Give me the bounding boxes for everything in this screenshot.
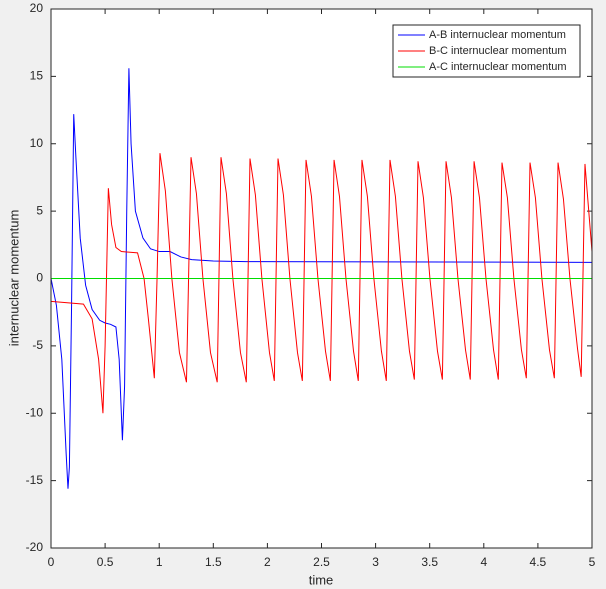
x-tick-label: 2 bbox=[264, 555, 271, 569]
x-tick-label: 2.5 bbox=[313, 555, 330, 569]
x-tick-label: 3.5 bbox=[421, 555, 438, 569]
x-tick-label: 4 bbox=[480, 555, 487, 569]
y-tick-label: 0 bbox=[36, 271, 43, 285]
y-tick-label: -10 bbox=[26, 405, 44, 419]
x-axis-label: time bbox=[309, 572, 334, 587]
y-tick-label: 10 bbox=[30, 136, 44, 150]
y-tick-label: -5 bbox=[32, 338, 43, 352]
x-tick-label: 3 bbox=[372, 555, 379, 569]
legend-label: A-C internuclear momentum bbox=[429, 61, 567, 73]
legend-label: B-C internuclear momentum bbox=[429, 45, 567, 57]
y-tick-label: -15 bbox=[26, 473, 44, 487]
x-tick-label: 1 bbox=[156, 555, 163, 569]
legend-label: A-B internuclear momentum bbox=[429, 29, 566, 41]
x-tick-label: 0.5 bbox=[97, 555, 114, 569]
x-tick-label: 4.5 bbox=[530, 555, 547, 569]
line bbox=[50, 68, 593, 489]
x-tick-label: 1.5 bbox=[205, 555, 222, 569]
x-tick-label: 0 bbox=[48, 555, 55, 569]
y-axis-label: internuclear momentum bbox=[6, 210, 21, 347]
line bbox=[50, 153, 593, 414]
y-tick-label: 5 bbox=[36, 203, 43, 217]
y-tick-label: 15 bbox=[30, 69, 44, 83]
plot-frame bbox=[50, 8, 593, 549]
y-tick-label: -20 bbox=[26, 540, 44, 554]
x-tick-label: 5 bbox=[589, 555, 596, 569]
y-tick-label: 20 bbox=[30, 1, 44, 15]
